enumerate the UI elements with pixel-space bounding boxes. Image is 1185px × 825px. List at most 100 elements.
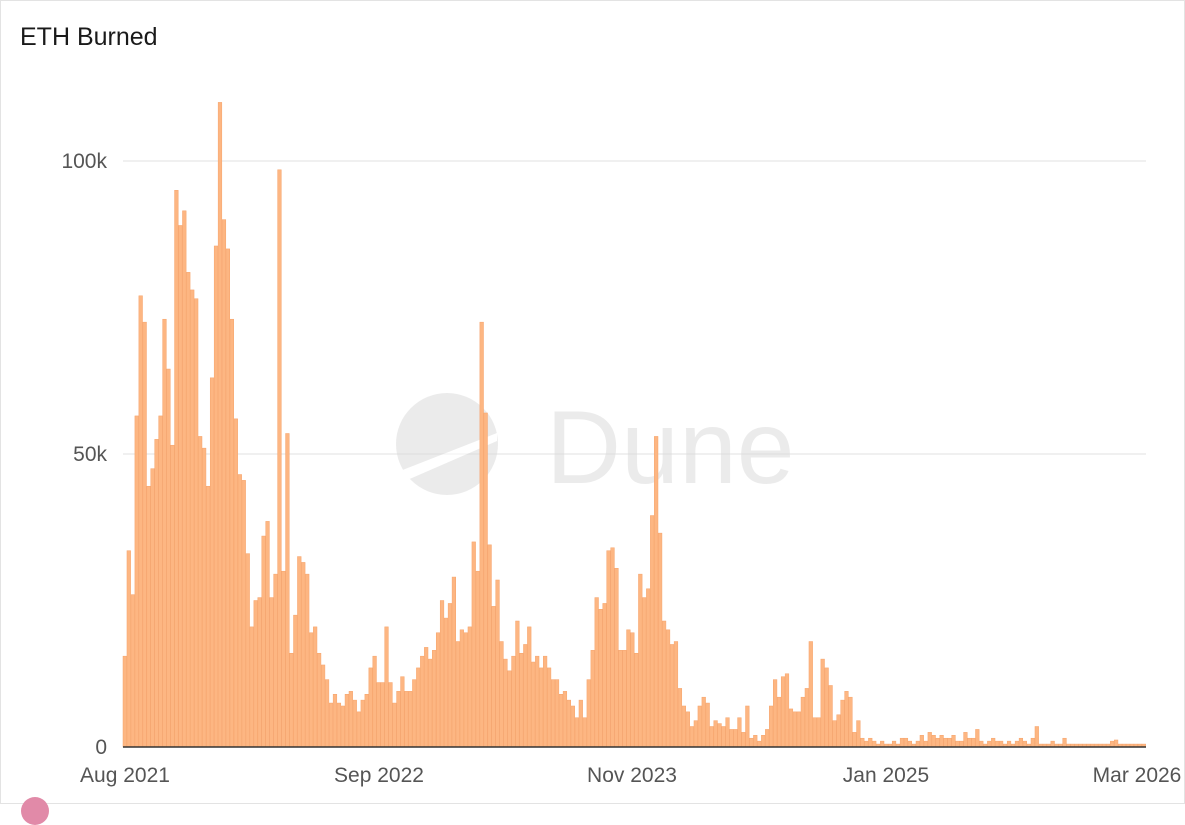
bar[interactable] <box>745 705 750 748</box>
bar[interactable] <box>574 717 579 748</box>
bar[interactable] <box>800 696 805 748</box>
bar[interactable] <box>487 544 492 748</box>
bar[interactable] <box>860 737 865 748</box>
bar[interactable] <box>602 603 607 748</box>
bar[interactable] <box>780 676 786 748</box>
bar[interactable] <box>491 606 496 748</box>
bar[interactable] <box>658 532 663 748</box>
bar[interactable] <box>665 629 671 748</box>
bar[interactable] <box>249 626 254 748</box>
bar[interactable] <box>773 679 778 748</box>
bar[interactable] <box>408 691 413 748</box>
bar[interactable] <box>955 740 960 748</box>
bar[interactable] <box>614 568 619 748</box>
bar[interactable] <box>638 573 643 748</box>
bar[interactable] <box>808 641 813 748</box>
bar[interactable] <box>919 735 924 748</box>
bar[interactable] <box>154 439 159 748</box>
bar[interactable] <box>717 723 722 748</box>
bar[interactable] <box>142 321 147 748</box>
bar[interactable] <box>190 289 195 748</box>
bar[interactable] <box>705 702 710 748</box>
bar[interactable] <box>1022 740 1027 748</box>
bar[interactable] <box>217 102 223 748</box>
bar[interactable] <box>598 609 603 748</box>
bar[interactable] <box>233 418 238 748</box>
bar[interactable] <box>475 570 480 748</box>
bar[interactable] <box>1014 740 1020 748</box>
bar[interactable] <box>463 632 468 748</box>
bar[interactable] <box>459 629 464 748</box>
bar[interactable] <box>412 679 417 748</box>
bar[interactable] <box>384 626 389 748</box>
bar[interactable] <box>483 412 488 748</box>
bar[interactable] <box>971 737 976 748</box>
bar[interactable] <box>753 735 758 748</box>
bar[interactable] <box>792 711 797 748</box>
bar[interactable] <box>880 740 885 748</box>
bar[interactable] <box>178 225 183 748</box>
bar[interactable] <box>202 447 207 748</box>
bar[interactable] <box>213 245 219 748</box>
bar[interactable] <box>959 740 964 748</box>
bar[interactable] <box>245 553 250 748</box>
bar[interactable] <box>979 740 984 748</box>
bar[interactable] <box>642 597 647 748</box>
bar[interactable] <box>673 641 679 748</box>
bar[interactable] <box>364 694 369 748</box>
bar[interactable] <box>269 597 274 748</box>
bar[interactable] <box>531 661 536 748</box>
bar[interactable] <box>995 740 1000 748</box>
bar[interactable] <box>1030 737 1035 748</box>
bar[interactable] <box>368 667 373 748</box>
bar[interactable] <box>194 298 199 748</box>
bar[interactable] <box>332 694 338 748</box>
bar[interactable] <box>550 679 556 748</box>
bar[interactable] <box>697 705 702 748</box>
bar[interactable] <box>566 699 571 748</box>
bar[interactable] <box>293 614 298 748</box>
bar[interactable] <box>1018 737 1024 748</box>
bar[interactable] <box>975 729 980 748</box>
bar[interactable] <box>420 655 425 748</box>
bar[interactable] <box>927 732 932 748</box>
bar[interactable] <box>499 641 504 748</box>
bar[interactable] <box>662 620 667 748</box>
bar[interactable] <box>273 573 278 748</box>
bar[interactable] <box>840 699 845 748</box>
bar[interactable] <box>344 694 349 748</box>
bar[interactable] <box>503 658 508 748</box>
bar[interactable] <box>848 696 853 748</box>
bar[interactable] <box>915 740 920 748</box>
bar[interactable] <box>713 720 718 748</box>
bar[interactable] <box>396 691 401 748</box>
bar[interactable] <box>182 210 187 748</box>
bar[interactable] <box>685 711 690 748</box>
bar[interactable] <box>634 652 639 748</box>
bar[interactable] <box>856 720 861 748</box>
bar[interactable] <box>400 676 405 748</box>
bar[interactable] <box>471 541 476 748</box>
bar[interactable] <box>324 679 330 748</box>
bar[interactable] <box>225 248 230 748</box>
bar[interactable] <box>626 629 631 748</box>
bar[interactable] <box>253 600 258 748</box>
bar[interactable] <box>527 626 532 748</box>
bar[interactable] <box>578 699 583 748</box>
bar[interactable] <box>424 647 429 748</box>
bar[interactable] <box>951 735 956 748</box>
bar[interactable] <box>297 556 302 748</box>
bar[interactable] <box>388 682 393 748</box>
bar[interactable] <box>784 673 790 748</box>
bar[interactable] <box>372 655 377 748</box>
bar[interactable] <box>558 694 564 748</box>
bar[interactable] <box>198 436 203 748</box>
bar[interactable] <box>289 652 294 748</box>
bar[interactable] <box>725 717 730 748</box>
bar[interactable] <box>543 655 548 748</box>
bar[interactable] <box>277 169 282 748</box>
bar[interactable] <box>170 444 175 748</box>
bar[interactable] <box>987 740 992 748</box>
bar[interactable] <box>757 740 762 748</box>
bar[interactable] <box>1050 740 1055 748</box>
